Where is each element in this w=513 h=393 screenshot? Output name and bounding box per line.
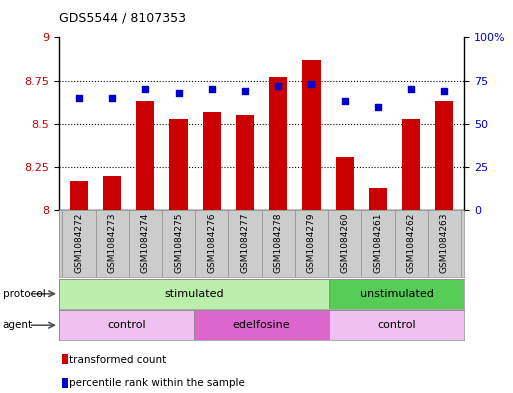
Text: GSM1084261: GSM1084261 <box>373 212 382 273</box>
Text: GSM1084278: GSM1084278 <box>274 212 283 273</box>
Text: GSM1084274: GSM1084274 <box>141 212 150 273</box>
Text: GSM1084276: GSM1084276 <box>207 212 216 273</box>
Bar <box>369 188 387 210</box>
Bar <box>302 60 321 210</box>
Text: GSM1084263: GSM1084263 <box>440 212 449 273</box>
Text: unstimulated: unstimulated <box>360 289 433 299</box>
Text: agent: agent <box>3 320 33 330</box>
Text: control: control <box>107 320 146 330</box>
Bar <box>336 157 354 210</box>
Text: control: control <box>378 320 416 330</box>
Point <box>208 86 216 92</box>
Point <box>174 90 183 96</box>
Bar <box>136 101 154 210</box>
Text: GDS5544 / 8107353: GDS5544 / 8107353 <box>59 12 186 25</box>
Text: transformed count: transformed count <box>69 354 167 365</box>
Bar <box>59 310 194 340</box>
Bar <box>329 279 464 309</box>
Point <box>341 98 349 105</box>
Point <box>374 103 382 110</box>
Bar <box>203 112 221 210</box>
Point <box>440 88 448 94</box>
Point <box>407 86 415 92</box>
Bar <box>103 176 121 210</box>
Text: GSM1084277: GSM1084277 <box>241 212 249 273</box>
Text: GSM1084275: GSM1084275 <box>174 212 183 273</box>
Bar <box>236 115 254 210</box>
Bar <box>329 310 464 340</box>
Text: stimulated: stimulated <box>164 289 224 299</box>
Point <box>274 83 282 89</box>
Text: GSM1084279: GSM1084279 <box>307 212 316 273</box>
Bar <box>169 119 188 210</box>
Bar <box>194 310 329 340</box>
Bar <box>435 101 453 210</box>
Bar <box>70 181 88 210</box>
Text: GSM1084260: GSM1084260 <box>340 212 349 273</box>
Text: edelfosine: edelfosine <box>233 320 290 330</box>
Point <box>75 95 83 101</box>
Point <box>108 95 116 101</box>
Text: protocol: protocol <box>3 289 45 299</box>
Point <box>241 88 249 94</box>
Text: GSM1084272: GSM1084272 <box>74 212 84 273</box>
Bar <box>269 77 287 210</box>
Point <box>141 86 149 92</box>
Point <box>307 81 315 87</box>
Text: GSM1084273: GSM1084273 <box>108 212 116 273</box>
Bar <box>59 279 329 309</box>
Bar <box>402 119 420 210</box>
Text: percentile rank within the sample: percentile rank within the sample <box>69 378 245 388</box>
Text: GSM1084262: GSM1084262 <box>407 212 416 273</box>
